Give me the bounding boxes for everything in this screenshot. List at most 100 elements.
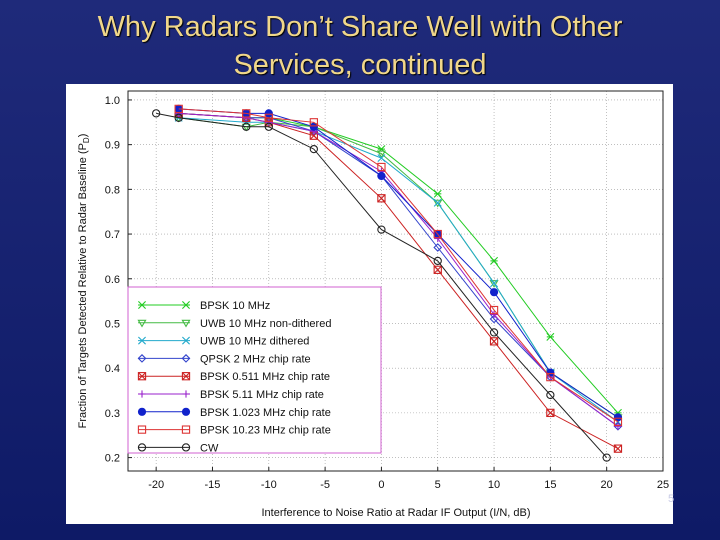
data-point: [264, 109, 273, 118]
data-point: [152, 109, 161, 118]
data-point: [265, 118, 273, 126]
data-point: [546, 390, 555, 400]
line-chart: -20 -15 -10 -5 0 5 10 15 20 25 0.2 0.3 0.4 0.5 0.6 0.7 0…: [77, 90, 669, 519]
data-point: [489, 305, 499, 315]
data-point: [433, 265, 442, 274]
data-point: [174, 104, 183, 114]
slide-title-line-1: Why Radars Don’t Share Well with Other: [97, 11, 623, 43]
y-tick-label: 0.5: [105, 318, 120, 330]
data-point: [182, 301, 190, 309]
data-point: [137, 372, 147, 381]
y-tick-label: 0.9: [105, 140, 120, 152]
legend-label: BPSK 5.11 MHz chip rate: [200, 389, 324, 401]
data-point: [613, 413, 623, 422]
data-point: [490, 279, 499, 288]
data-point: [489, 288, 499, 297]
series-group: [174, 104, 623, 426]
legend-box: [127, 286, 382, 454]
data-point: [182, 336, 190, 345]
data-point: [181, 443, 191, 452]
y-tick-label: 0.4: [105, 363, 120, 375]
data-point: [264, 122, 273, 131]
y-tick-label: 0.7: [105, 229, 120, 241]
y-tick-label: 0.8: [105, 184, 120, 196]
legend-label: UWB 10 MHz non-dithered: [200, 318, 331, 330]
x-tick-label: -5: [320, 479, 330, 491]
data-point: [138, 336, 146, 345]
legend-label: QPSK 2 MHz chip rate: [200, 353, 311, 365]
data-point: [377, 171, 386, 181]
data-point: [489, 280, 499, 288]
data-point: [241, 123, 251, 132]
x-tick-label: -10: [261, 479, 277, 491]
data-point: [138, 390, 146, 398]
data-point: [613, 444, 623, 453]
data-point: [377, 194, 386, 203]
data-point: [602, 453, 611, 462]
legend-label: CW: [200, 442, 219, 454]
data-point: [181, 425, 191, 434]
data-point: [490, 256, 499, 265]
y-tick-label: 1.0: [105, 95, 120, 107]
data-point: [174, 113, 183, 122]
x-axis-label: Interference to Noise Ratio at Radar IF …: [261, 507, 530, 519]
x-tick-label: 15: [544, 479, 556, 491]
y-axis-label-main: Fraction of Targets Detected Relative to…: [77, 143, 89, 428]
legend-label: BPSK 0.511 MHz chip rate: [200, 371, 330, 383]
data-point: [546, 368, 555, 377]
data-point: [546, 408, 555, 418]
data-point: [433, 189, 442, 198]
data-point: [137, 407, 147, 416]
legend-label: BPSK 1.023 MHz chip rate: [200, 407, 331, 419]
data-point: [377, 225, 386, 234]
y-axis-label: Fraction of Targets Detected Relative to…: [77, 134, 91, 429]
data-point: [546, 332, 555, 341]
data-point: [137, 425, 147, 434]
y-tick-label: 0.2: [105, 453, 120, 465]
data-point: [613, 417, 623, 426]
legend-label: BPSK 10 MHz: [200, 300, 270, 312]
data-point: [614, 422, 622, 430]
data-point: [182, 390, 190, 398]
data-point: [242, 109, 251, 118]
data-point: [264, 113, 273, 122]
page-number: 5: [668, 493, 675, 505]
data-point: [546, 372, 555, 382]
data-point: [433, 199, 443, 208]
data-point: [309, 118, 318, 127]
data-point: [138, 301, 146, 309]
y-axis-label-subscript: D: [82, 137, 91, 143]
x-tick-label: 0: [378, 479, 384, 491]
x-tick-label: -15: [205, 479, 221, 491]
data-point: [377, 154, 386, 163]
data-point: [376, 150, 386, 159]
data-point: [489, 337, 499, 346]
y-tick-label: 0.3: [105, 408, 120, 420]
data-point: [181, 407, 191, 416]
series-line: [156, 112, 608, 458]
data-point: [309, 122, 318, 131]
data-point: [433, 243, 443, 252]
x-tick-label: -20: [148, 479, 164, 491]
data-point: [490, 310, 498, 319]
slide-title-line-2: Services, continued: [233, 49, 487, 81]
plot-frame: [127, 90, 664, 472]
data-point: [137, 354, 147, 363]
series-group: [152, 109, 611, 462]
data-point: [433, 229, 442, 239]
data-point: [242, 122, 251, 131]
series-line: [178, 108, 619, 423]
data-point: [181, 372, 191, 381]
data-point: [309, 144, 318, 154]
y-tick-label: 0.6: [105, 274, 120, 286]
legend-label: BPSK 10.23 MHz chip rate: [200, 425, 331, 437]
data-point: [377, 162, 386, 172]
data-point: [433, 256, 442, 266]
x-tick-label: 20: [601, 479, 613, 491]
data-point: [181, 319, 191, 328]
slide-title: Why Radars Don’t Share Well with Other S…: [0, 8, 720, 84]
data-point: [181, 354, 191, 363]
chart-panel: -20 -15 -10 -5 0 5 10 15 20 25 0.2 0.3 0.4 0.5 0.6 0.7 0…: [66, 84, 673, 524]
x-tick-label: 5: [435, 479, 441, 491]
data-point: [489, 328, 499, 337]
